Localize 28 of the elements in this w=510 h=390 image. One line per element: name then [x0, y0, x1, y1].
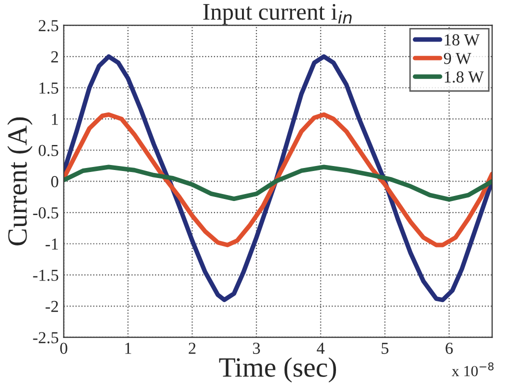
- y-tick-label: 0.5: [38, 144, 58, 156]
- chart-title: Input current i$_{in}$: [203, 4, 352, 25]
- x-axis-title: Time (sec): [219, 357, 336, 383]
- x-tick-label: 5: [382, 342, 388, 354]
- y-tick-label: 2: [51, 51, 58, 62]
- y-tick-label: -2.5: [33, 332, 58, 344]
- text: x 10$^{−8}$: [452, 362, 494, 376]
- y-tick-label: -2: [46, 300, 58, 312]
- legend-label: 9 W: [444, 52, 472, 64]
- legend-label: 18 W: [444, 34, 480, 46]
- x-tick-label: 1: [125, 342, 132, 354]
- line-series: [64, 164, 492, 202]
- y-tick-label: -1: [46, 238, 58, 250]
- y-tick-label: 1: [52, 114, 58, 125]
- x-tick-label: 0: [60, 342, 68, 354]
- y-tick-label: -1.5: [33, 270, 58, 281]
- y-tick-label: 1.5: [40, 82, 58, 94]
- y-tick-label: -0.5: [33, 207, 58, 219]
- y-axis-title: Current (A): [7, 117, 33, 246]
- y-tick-label: 2.5: [38, 20, 58, 32]
- x-tick-label: 2: [188, 342, 196, 354]
- x-tick-label: 3: [253, 342, 260, 354]
- line-series: [64, 54, 492, 302]
- y-tick-label: 0: [51, 176, 58, 188]
- x-tick-label: 4: [316, 342, 325, 354]
- x-tick-label: 6: [446, 342, 453, 354]
- line-series: [64, 112, 492, 248]
- legend-label: 1.8 W: [444, 71, 484, 83]
